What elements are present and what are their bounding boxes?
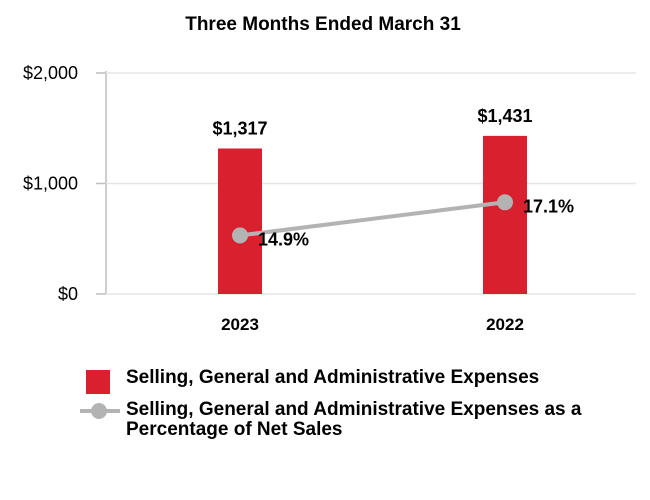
line-point [497,194,513,211]
line-value-label: 17.1% [523,196,574,216]
x-category-label: 2022 [486,315,524,334]
y-tick-label: $2,000 [23,63,78,83]
legend-item-sga-percentage[interactable]: Selling, General and Administrative Expe… [80,400,640,440]
line-point [232,227,248,244]
legend-marker-swatch [91,403,107,419]
legend-label: Selling, General and Administrative Expe… [126,367,540,388]
legend: Selling, General and Administrative Expe… [80,368,640,446]
bar [483,135,527,294]
bar-value-label: $1,317 [212,118,267,138]
legend-label: Selling, General and Administrative Expe… [126,399,582,440]
chart-title: Three Months Ended March 31 [185,14,461,35]
bar [218,148,262,294]
bar-value-label: $1,431 [477,106,532,126]
y-tick-label: $1,000 [23,174,78,194]
line-series [239,200,506,238]
legend-item-sga-expenses[interactable]: Selling, General and Administrative Expe… [80,368,640,394]
x-category-label: 2023 [221,315,259,334]
legend-bar-swatch [86,370,110,394]
line-value-label: 14.9% [258,229,309,249]
y-tick-label: $0 [58,284,78,304]
chart: Three Months Ended March 31 $0 $1,000 $2,0… [23,14,636,334]
